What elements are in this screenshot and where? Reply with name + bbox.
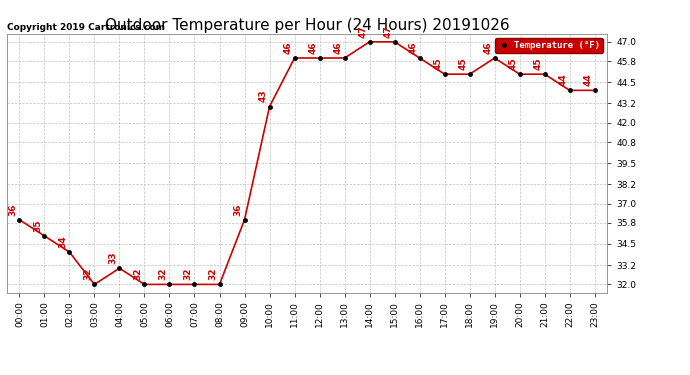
Text: 36: 36 xyxy=(233,203,242,216)
Text: 46: 46 xyxy=(408,41,417,54)
Legend: Temperature (°F): Temperature (°F) xyxy=(495,38,602,53)
Text: 45: 45 xyxy=(433,57,442,70)
Text: 32: 32 xyxy=(83,268,92,280)
Text: 46: 46 xyxy=(483,41,492,54)
Title: Outdoor Temperature per Hour (24 Hours) 20191026: Outdoor Temperature per Hour (24 Hours) … xyxy=(105,18,509,33)
Text: 47: 47 xyxy=(358,25,367,38)
Text: 36: 36 xyxy=(8,203,17,216)
Text: 47: 47 xyxy=(383,25,392,38)
Text: 32: 32 xyxy=(133,268,142,280)
Text: 46: 46 xyxy=(333,41,342,54)
Text: 46: 46 xyxy=(283,41,292,54)
Text: 45: 45 xyxy=(509,57,518,70)
Text: 43: 43 xyxy=(258,90,267,102)
Text: Copyright 2019 Cartronics.com: Copyright 2019 Cartronics.com xyxy=(7,24,165,33)
Text: 45: 45 xyxy=(458,57,467,70)
Text: 44: 44 xyxy=(583,74,592,86)
Text: 32: 32 xyxy=(183,268,192,280)
Text: 33: 33 xyxy=(108,252,117,264)
Text: 45: 45 xyxy=(533,57,542,70)
Text: 34: 34 xyxy=(58,235,67,248)
Text: 46: 46 xyxy=(308,41,317,54)
Text: 32: 32 xyxy=(158,268,167,280)
Text: 32: 32 xyxy=(208,268,217,280)
Text: 44: 44 xyxy=(558,74,567,86)
Text: 35: 35 xyxy=(33,219,42,232)
